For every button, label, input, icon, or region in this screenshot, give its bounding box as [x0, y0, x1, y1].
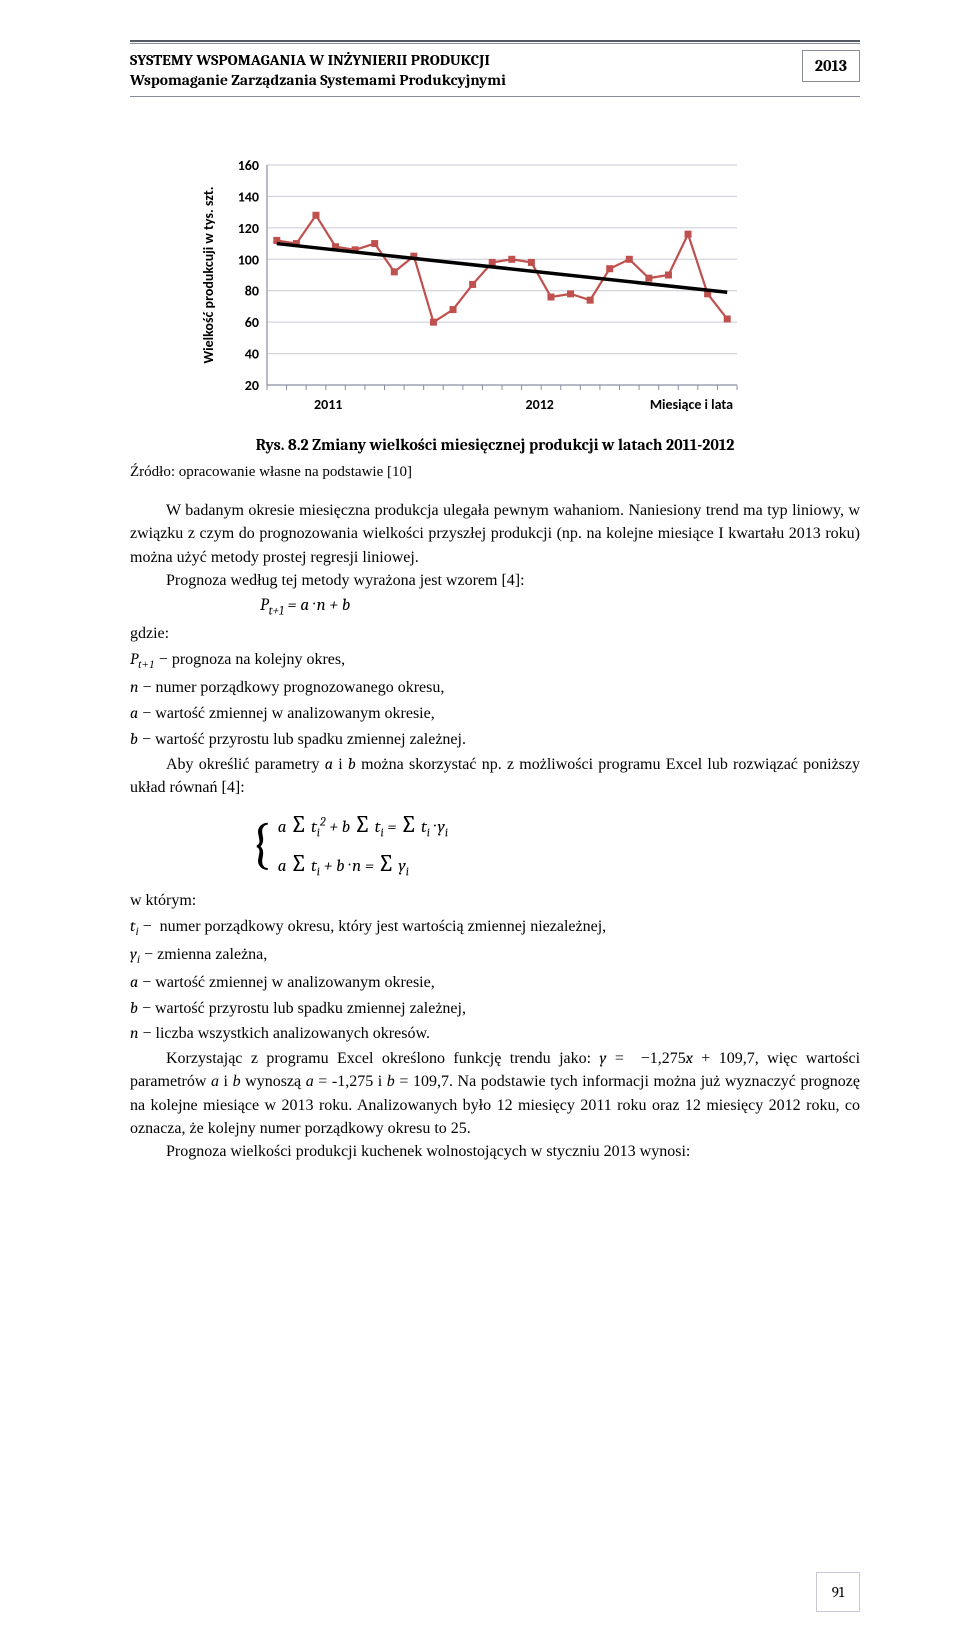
- svg-text:100: 100: [238, 252, 259, 269]
- def-1-2: a − wartość zmiennej w analizowanym okre…: [130, 701, 860, 727]
- header-title: SYSTEMY WSPOMAGANIA W INŻYNIERII PRODUKC…: [130, 50, 506, 90]
- def-2-3: b − wartość przyrostu lub spadku zmienne…: [130, 996, 860, 1022]
- formula-1: Pt+1 = a · n + b: [260, 596, 860, 618]
- para-3: Aby określić parametry a i b można skorz…: [130, 753, 860, 799]
- para-2: Prognoza według tej metody wyrażona jest…: [130, 569, 860, 592]
- chart-container: 20 40 60 80 100 120 140 160 2011 2012 Miesiące i l…: [195, 157, 795, 454]
- svg-text:60: 60: [245, 314, 259, 331]
- wktorym-label: w którym:: [130, 889, 860, 914]
- header-title-line2: Wspomaganie Zarządzania Systemami Produk…: [130, 71, 506, 89]
- def-2-4: n − liczba wszystkich analizowanych okre…: [130, 1021, 860, 1047]
- svg-text:140: 140: [238, 189, 259, 206]
- svg-text:2011: 2011: [314, 396, 342, 413]
- svg-text:Miesiące i lata: Miesiące i lata: [650, 396, 733, 413]
- chart-caption: Rys. 8.2 Zmiany wielkości miesięcznej pr…: [195, 436, 795, 454]
- svg-text:Wielkość produkcuji w tys. szt: Wielkość produkcuji w tys. szt.: [200, 187, 217, 364]
- def-2-0: ti − numer porządkowy okresu, który jest…: [130, 914, 860, 942]
- def-2-2: a − wartość zmiennej w analizowanym okre…: [130, 970, 860, 996]
- svg-text:40: 40: [245, 346, 259, 363]
- def-1-1: n − numer porządkowy prognozowanego okre…: [130, 675, 860, 701]
- def-2-1: yi − zmienna zależna,: [130, 942, 860, 970]
- body-text: W badanym okresie miesięczna produkcja u…: [130, 499, 860, 1163]
- para-5: Prognoza wielkości produkcji kuchenek wo…: [130, 1140, 860, 1163]
- svg-text:120: 120: [238, 220, 259, 237]
- svg-text:160: 160: [238, 157, 259, 174]
- formula-system: { a ∑ ti2 + b ∑ ti = ∑ ti · yi a ∑ ti + …: [250, 805, 860, 883]
- header-rule-top: [130, 40, 860, 42]
- header-title-line1: SYSTEMY WSPOMAGANIA W INŻYNIERII PRODUKC…: [130, 51, 490, 69]
- header-rule-bottom: [130, 96, 860, 97]
- chart-source: Źródło: opracowanie własne na podstawie …: [130, 464, 860, 481]
- where-list-1: gdzie: Pt+1 − prognoza na kolejny okres,…: [130, 622, 860, 752]
- gdzie-label: gdzie:: [130, 622, 860, 647]
- para-1: W badanym okresie miesięczna produkcja u…: [130, 499, 860, 569]
- where-list-2: w którym: ti − numer porządkowy okresu, …: [130, 889, 860, 1047]
- header-rule-thin: [130, 43, 860, 44]
- page-header: SYSTEMY WSPOMAGANIA W INŻYNIERII PRODUKC…: [130, 40, 860, 97]
- svg-text:2012: 2012: [526, 396, 554, 413]
- svg-text:20: 20: [245, 377, 259, 394]
- def-1-3: b − wartość przyrostu lub spadku zmienne…: [130, 727, 860, 753]
- production-chart: 20 40 60 80 100 120 140 160 2011 2012 Miesiące i l…: [195, 157, 795, 423]
- para-4: Korzystając z programu Excel określono f…: [130, 1047, 860, 1140]
- def-1-0: Pt+1 − prognoza na kolejny okres,: [130, 647, 860, 675]
- page-number: 91: [816, 1572, 860, 1612]
- svg-text:80: 80: [245, 283, 259, 300]
- header-year: 2013: [802, 50, 860, 82]
